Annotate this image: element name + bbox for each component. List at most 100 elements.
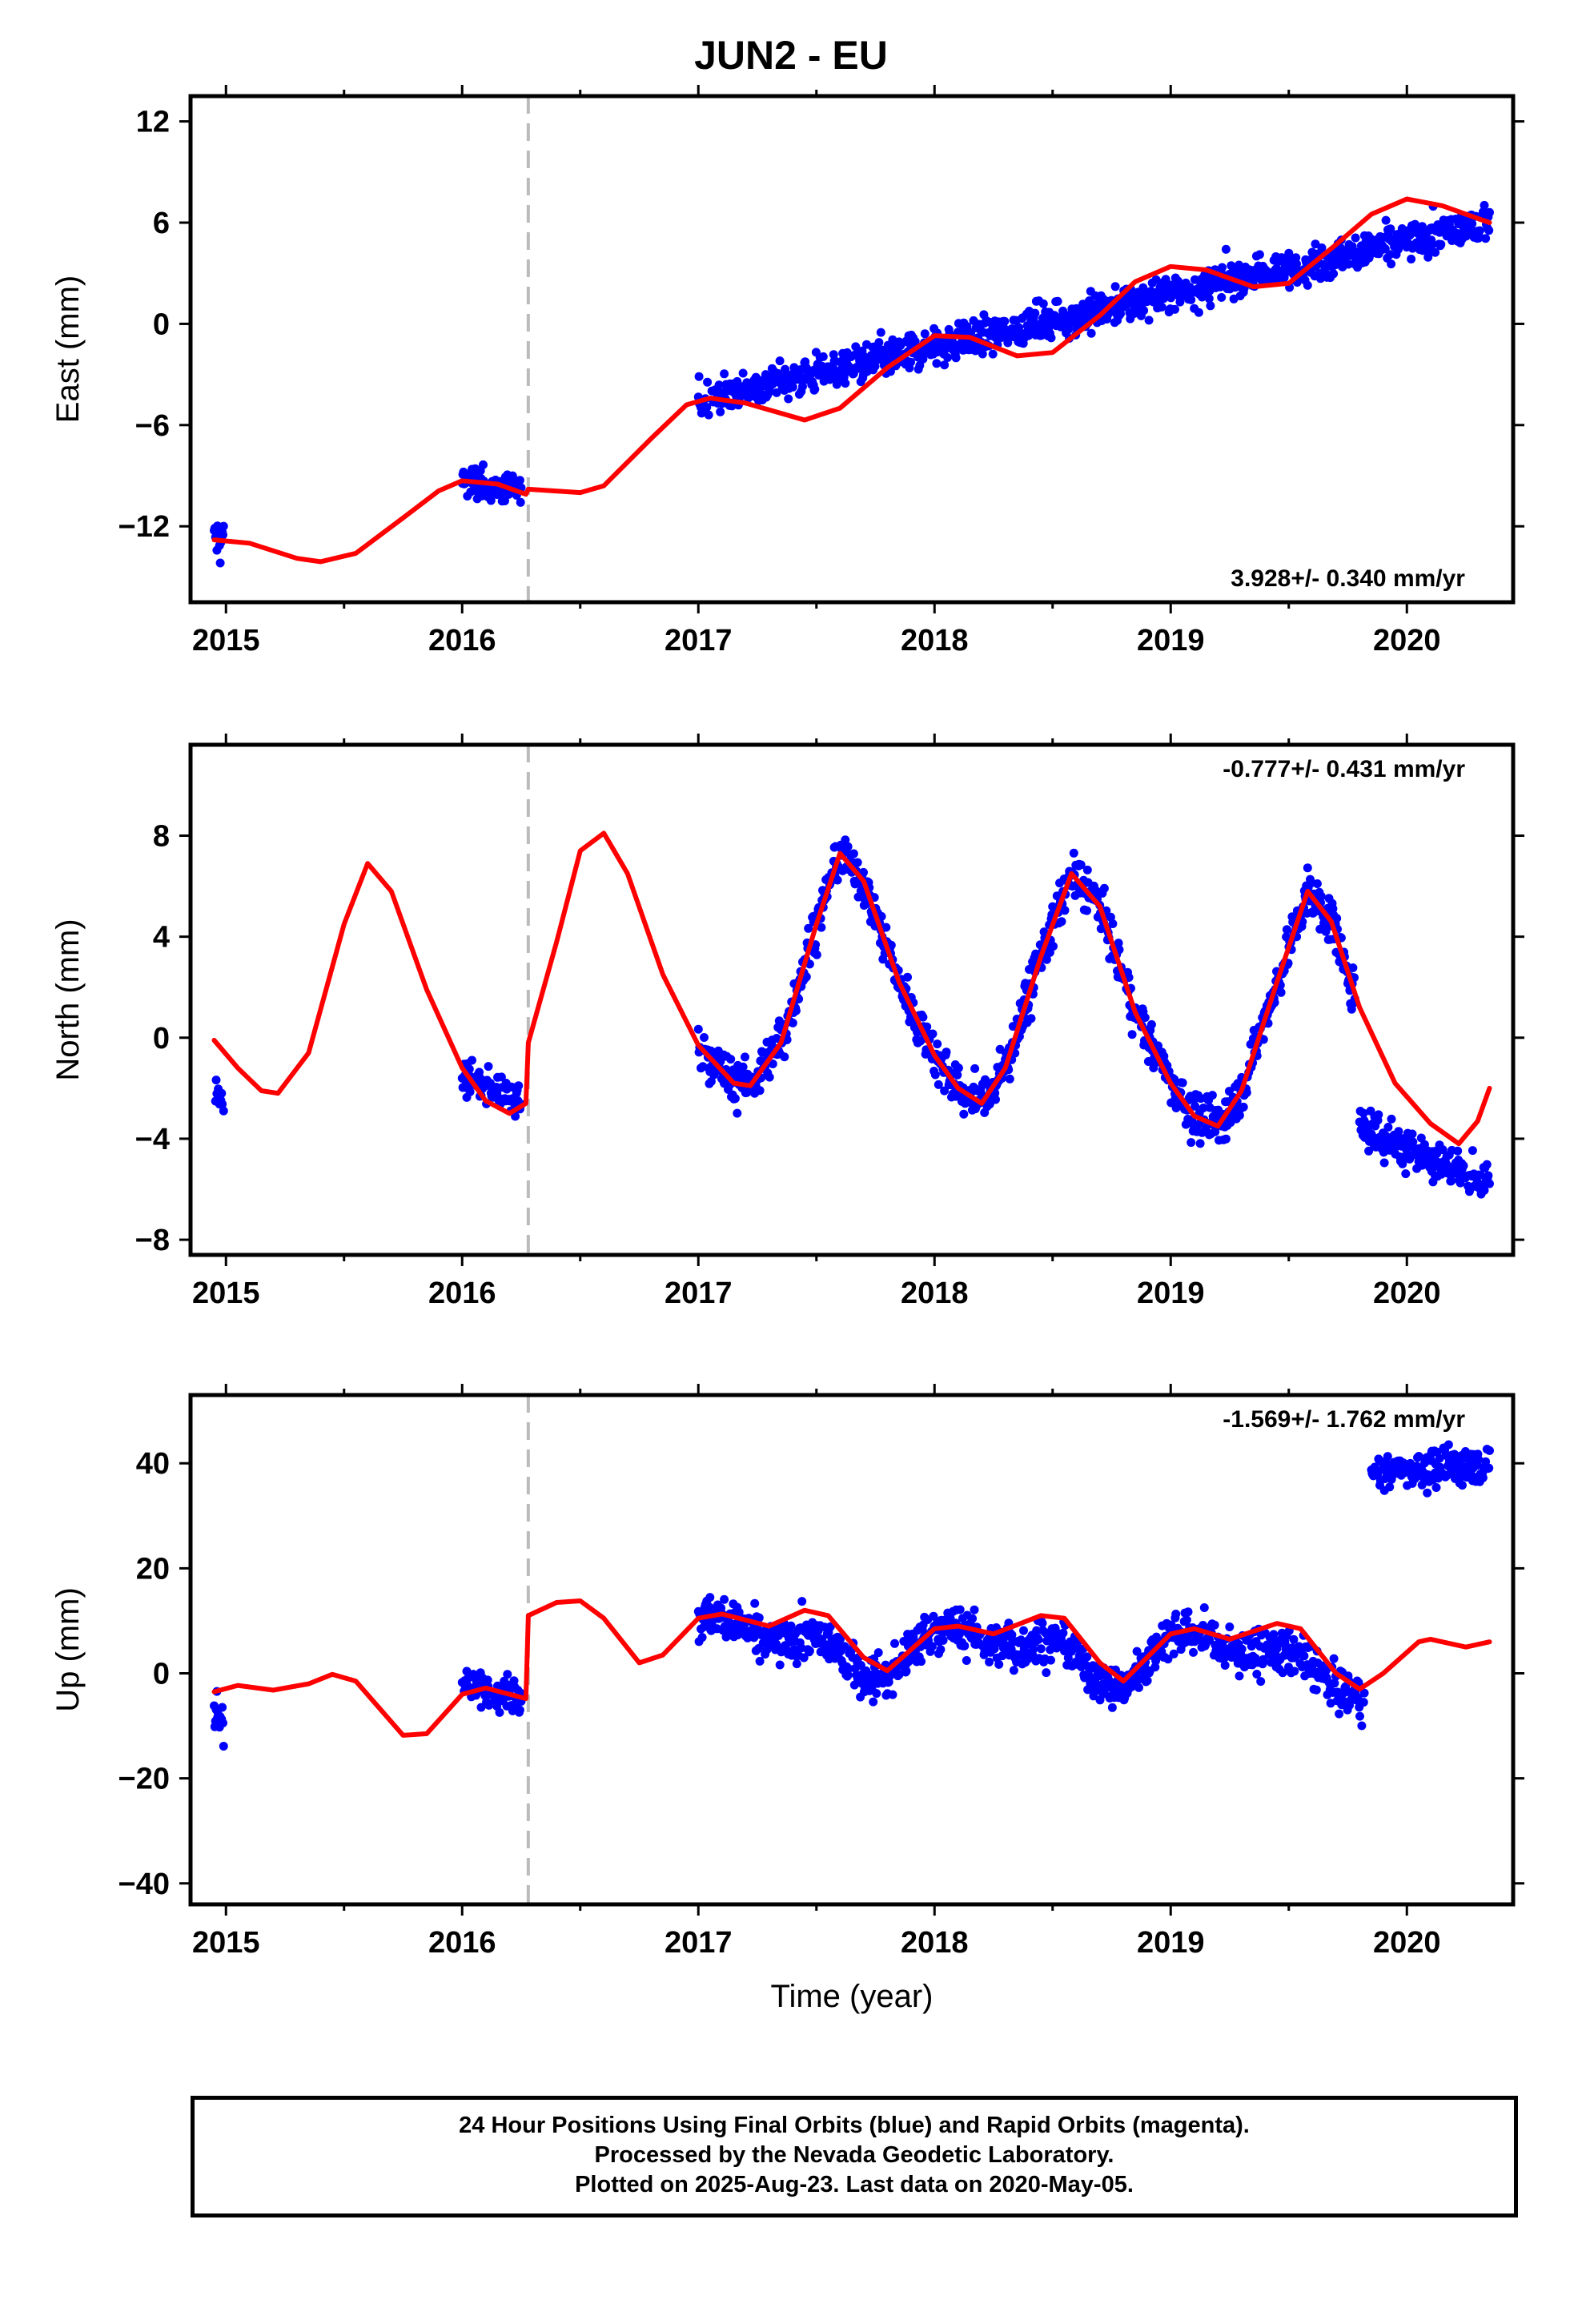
data-point (1427, 239, 1437, 249)
data-point (1481, 234, 1491, 243)
y-axis-label: East (mm) (50, 275, 86, 423)
data-point (1242, 1088, 1251, 1097)
data-point (1259, 1655, 1268, 1664)
data-point (503, 1670, 512, 1679)
data-point (1438, 1145, 1447, 1155)
data-point (1335, 1709, 1344, 1719)
data-point (1387, 259, 1396, 269)
data-point (1407, 1129, 1417, 1139)
data-point (1036, 1644, 1046, 1654)
data-point (1058, 1628, 1068, 1638)
data-point (951, 353, 961, 363)
data-point (1170, 304, 1179, 314)
data-point (1423, 1488, 1432, 1498)
data-point (1329, 1654, 1339, 1663)
data-point (1204, 294, 1214, 304)
data-point (1220, 1661, 1230, 1670)
panel-frame (188, 742, 1516, 1257)
data-point (994, 1659, 1004, 1669)
data-point (1272, 1644, 1282, 1654)
data-point (1211, 1127, 1220, 1136)
data-point (1453, 1146, 1463, 1156)
data-point (936, 1645, 946, 1655)
data-point (881, 923, 891, 932)
data-point (932, 359, 942, 368)
data-point (954, 1063, 963, 1073)
data-point (720, 1594, 729, 1604)
data-point (953, 1070, 962, 1080)
data-point (1191, 1101, 1200, 1111)
data-point (1085, 296, 1094, 305)
y-tick-label: 4 (153, 921, 170, 955)
data-point (940, 360, 950, 370)
data-point (705, 1593, 715, 1602)
y-tick-label: 0 (153, 1022, 170, 1055)
data-point (870, 361, 880, 371)
data-point (1218, 263, 1227, 272)
data-point (1046, 333, 1056, 343)
data-point (978, 349, 987, 359)
data-point (716, 407, 725, 416)
data-point (788, 382, 797, 392)
velocity-annotation: -1.569+/- 1.762 mm/yr (1223, 1406, 1465, 1433)
data-point (1157, 302, 1166, 312)
data-point (217, 1088, 227, 1098)
data-point (476, 1703, 486, 1712)
data-point (1237, 1644, 1247, 1654)
panel-3: 2015 2016 2017 2018 2019 2020 −40 −20 0 20 40 Up (m… (50, 1384, 1524, 2014)
data-point (874, 338, 884, 348)
data-point (1134, 1683, 1143, 1692)
data-point (516, 497, 525, 507)
model-fit-line (211, 1598, 1492, 1738)
data-point (1069, 848, 1078, 858)
data-point (1381, 215, 1391, 225)
data-point (1221, 1134, 1231, 1144)
x-tick-label: 2017 (665, 1277, 733, 1310)
data-point (1076, 860, 1086, 870)
y-axis-label: Up (mm) (50, 1587, 86, 1712)
data-point (1166, 1620, 1176, 1630)
data-point (1086, 328, 1096, 338)
data-point (1476, 1170, 1485, 1180)
data-point (1485, 1179, 1494, 1188)
y-tick-label: 8 (153, 820, 170, 854)
data-point (1385, 250, 1395, 259)
data-point (730, 1094, 740, 1104)
data-point (702, 403, 712, 412)
data-point (500, 497, 509, 505)
data-point (1436, 239, 1446, 249)
data-point (918, 1012, 928, 1022)
footer-line-3: Plotted on 2025-Aug-23. Last data on 202… (575, 2172, 1134, 2197)
panel-frame (188, 1393, 1516, 1907)
data-point (841, 835, 850, 845)
data-point (215, 558, 225, 568)
data-point (836, 1634, 845, 1644)
data-point (515, 1705, 524, 1715)
data-point (1385, 1482, 1395, 1492)
data-point (955, 1605, 965, 1614)
data-point (786, 1621, 796, 1630)
data-point (1348, 963, 1358, 972)
data-point (1485, 207, 1494, 217)
data-point (1468, 1146, 1477, 1156)
data-point (738, 1062, 748, 1072)
data-point (1008, 1022, 1018, 1031)
data-point (1046, 1655, 1055, 1665)
data-point (1090, 1678, 1100, 1687)
data-point (218, 1703, 227, 1712)
data-point (805, 1647, 814, 1655)
data-point (985, 1657, 994, 1667)
x-tick-label: 2019 (1137, 624, 1205, 657)
data-point (1398, 1159, 1407, 1168)
y-tick-label: −6 (135, 409, 170, 443)
data-point (792, 1659, 801, 1669)
data-point (1303, 280, 1312, 290)
data-point (714, 380, 724, 390)
data-point (219, 1106, 228, 1116)
data-point (1107, 1703, 1117, 1712)
data-point (1447, 1176, 1456, 1186)
data-point (849, 849, 858, 858)
data-point (917, 1657, 926, 1667)
data-point (1082, 906, 1091, 915)
data-point (1201, 1124, 1211, 1133)
